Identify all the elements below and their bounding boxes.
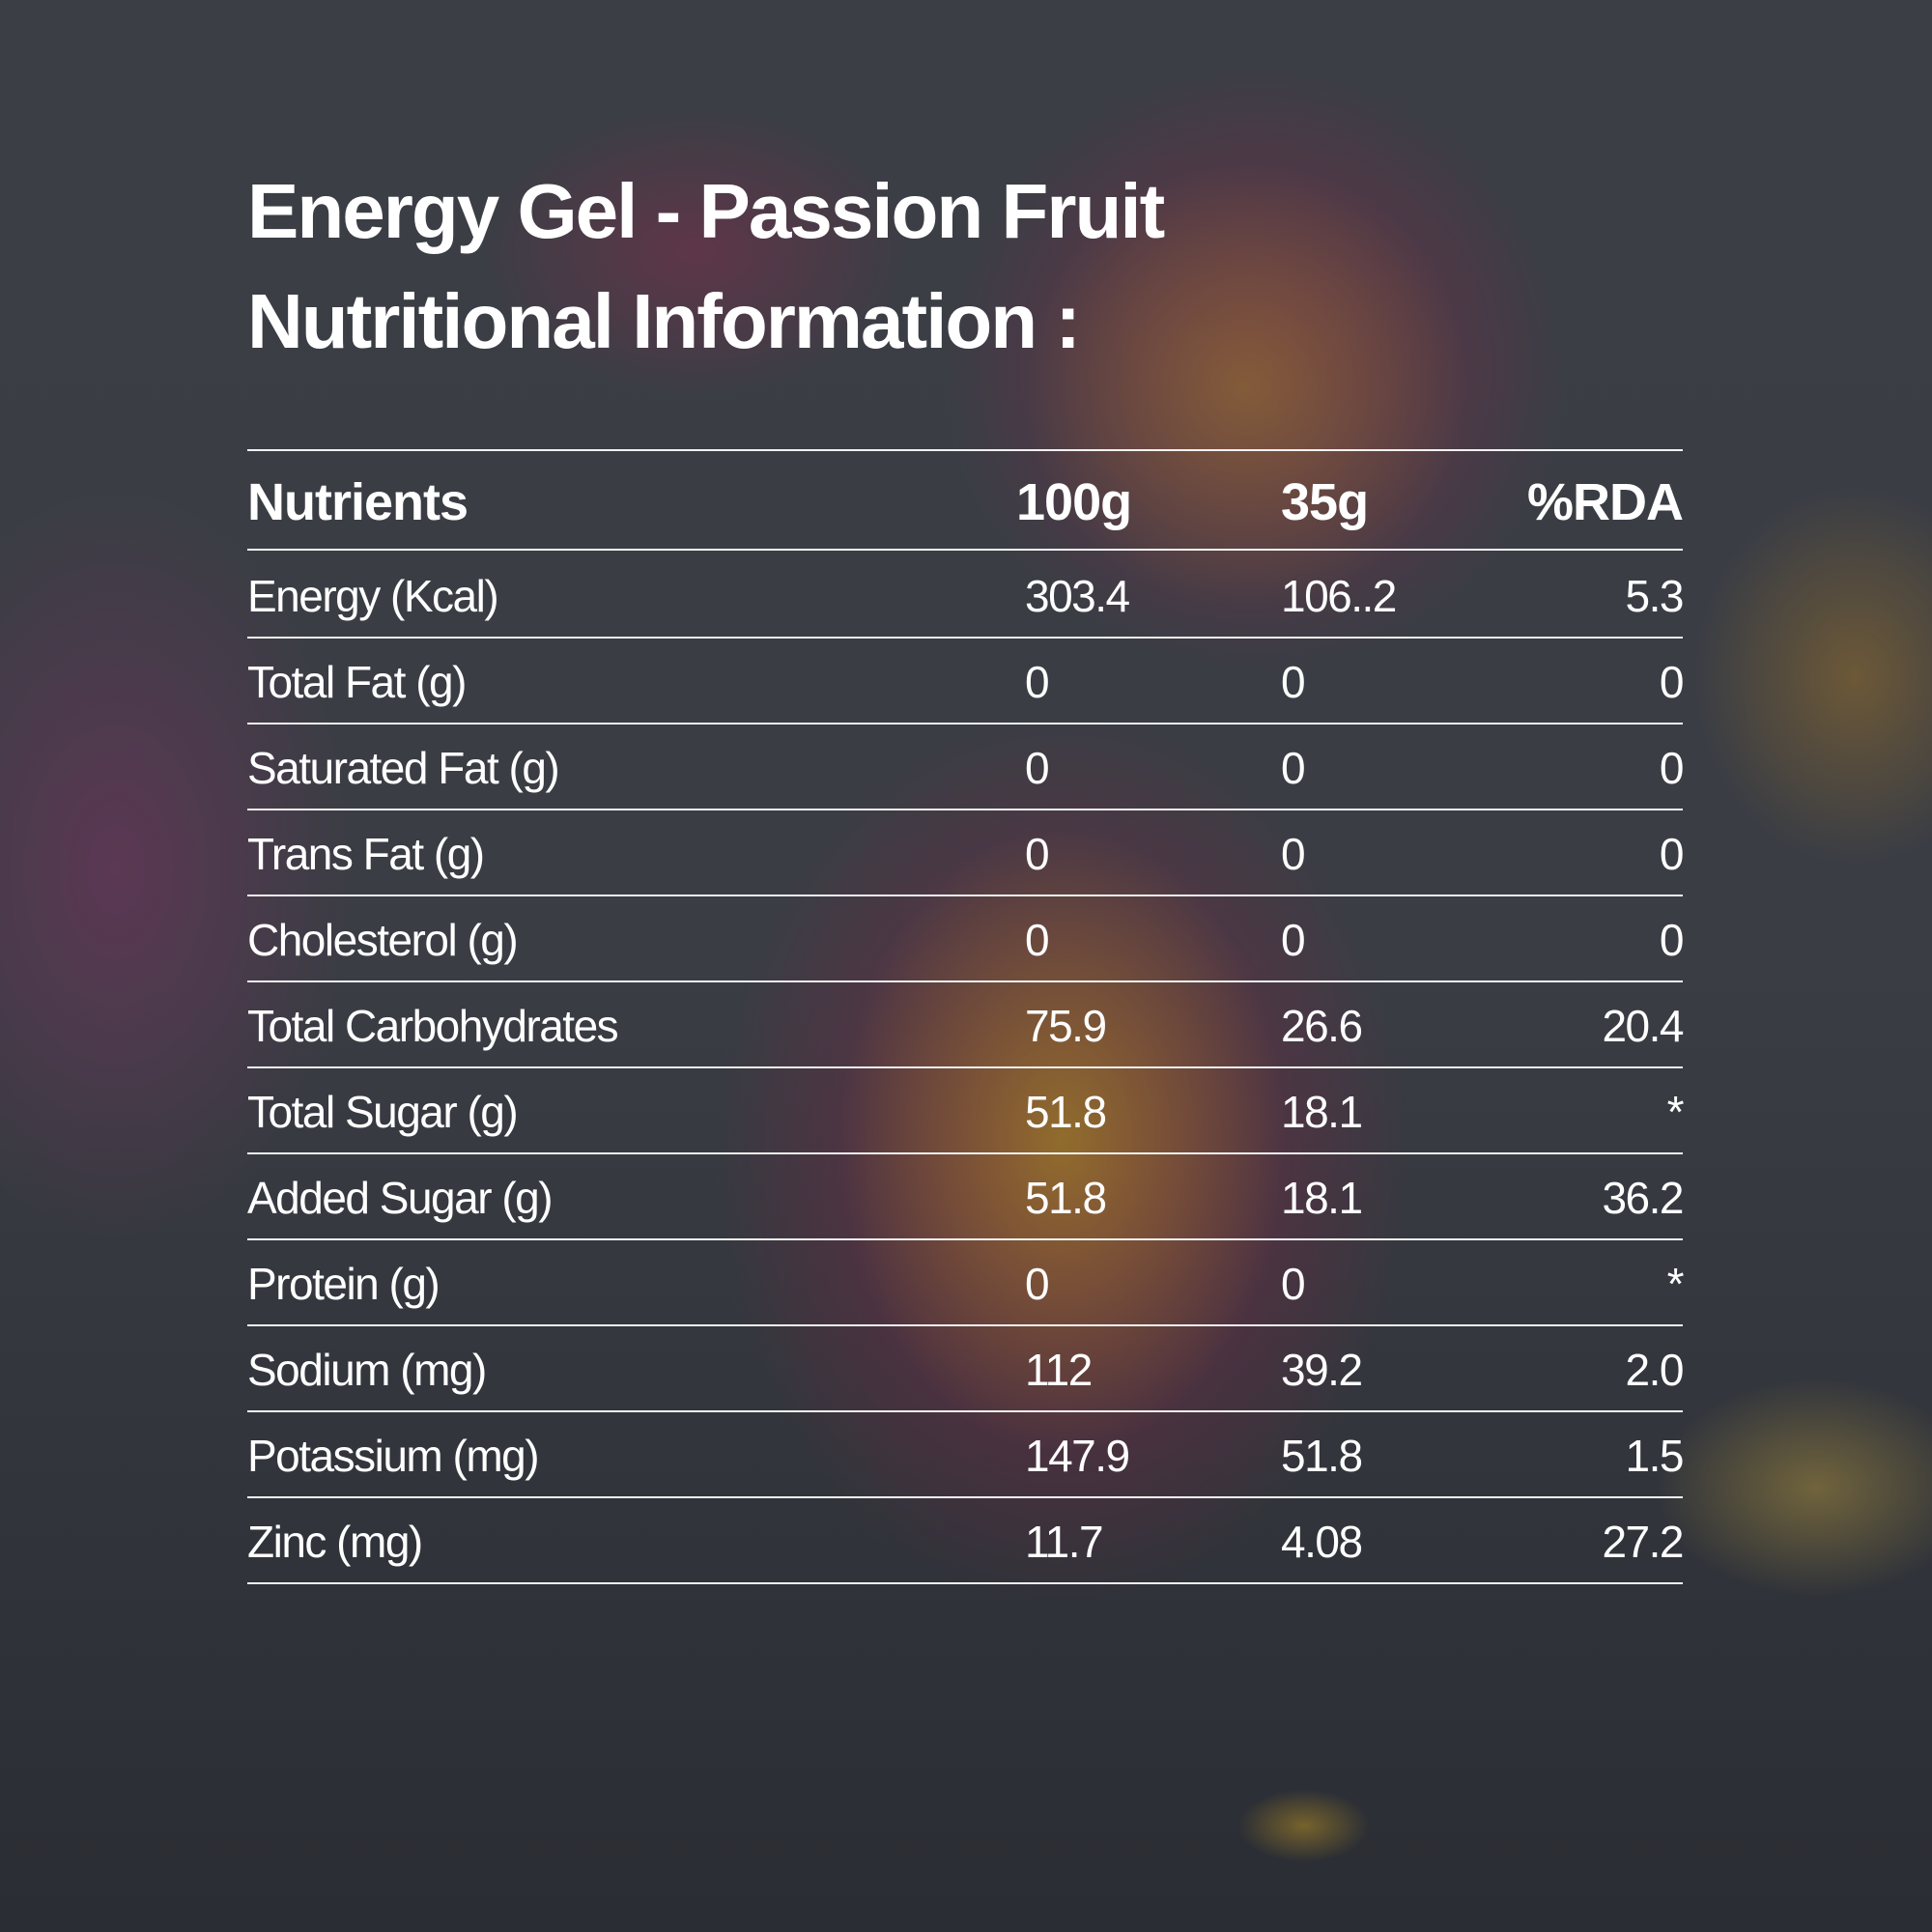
nutrient-name: Cholesterol (g) [247, 914, 519, 965]
nutrient-name: Potassium (mg) [247, 1430, 540, 1481]
nutrient-name: Saturated Fat (g) [247, 742, 560, 793]
value-35g: 0 [1281, 1258, 1306, 1309]
table-row: Energy (Kcal) 303.4 106..2 5.3 [247, 553, 1685, 639]
value-100g: 51.8 [1025, 1172, 1107, 1223]
row-divider [247, 637, 1683, 639]
nutrient-name: Energy (Kcal) [247, 570, 499, 621]
value-100g: 0 [1025, 656, 1050, 707]
value-100g: 147.9 [1025, 1430, 1130, 1481]
row-divider [247, 1152, 1683, 1154]
value-100g: 0 [1025, 1258, 1050, 1309]
nutrient-name: Total Sugar (g) [247, 1086, 519, 1137]
row-divider [247, 723, 1683, 724]
value-100g: 0 [1025, 828, 1050, 879]
row-divider [247, 1324, 1683, 1326]
value-100g: 11.7 [1025, 1516, 1104, 1567]
value-35g: 39.2 [1281, 1344, 1363, 1395]
row-divider [247, 895, 1683, 896]
page-title: Energy Gel - Passion Fruit Nutritional I… [247, 156, 1165, 377]
header-rule [247, 549, 1683, 551]
row-divider [247, 980, 1683, 982]
value-35g: 0 [1281, 656, 1306, 707]
header-100g: 100g [1016, 472, 1132, 531]
value-rda: 0 [1659, 742, 1685, 793]
nutrient-name: Zinc (mg) [247, 1516, 423, 1567]
table-row: Sodium (mg) 112 39.2 2.0 [247, 1326, 1685, 1412]
row-divider [247, 1238, 1683, 1240]
value-rda: * [1666, 1258, 1685, 1309]
value-100g: 0 [1025, 742, 1050, 793]
value-35g: 0 [1281, 828, 1306, 879]
value-rda: * [1666, 1086, 1685, 1137]
row-divider [247, 809, 1683, 810]
header-nutrients: Nutrients [247, 472, 469, 531]
header-rda: %RDA [1526, 472, 1684, 531]
value-rda: 0 [1659, 914, 1685, 965]
value-rda: 20.4 [1602, 1000, 1684, 1051]
row-divider [247, 1066, 1683, 1068]
table-row: Added Sugar (g) 51.8 18.1 36.2 [247, 1154, 1684, 1240]
nutrient-name: Total Carbohydrates [247, 1000, 619, 1051]
value-35g: 18.1 [1281, 1172, 1363, 1223]
value-rda: 1.5 [1625, 1430, 1685, 1481]
table-row: Zinc (mg) 11.7 4.08 27.2 [247, 1498, 1684, 1584]
value-35g: 26.6 [1281, 1000, 1363, 1051]
nutrient-name: Added Sugar (g) [247, 1172, 554, 1223]
value-35g: 18.1 [1281, 1086, 1363, 1137]
table-row: Total Fat (g) 0 0 0 [247, 639, 1685, 724]
value-rda: 5.3 [1625, 570, 1685, 621]
value-35g: 0 [1281, 914, 1306, 965]
value-rda: 0 [1659, 656, 1685, 707]
table-row: Cholesterol (g) 0 0 0 [247, 896, 1685, 982]
value-100g: 51.8 [1025, 1086, 1107, 1137]
table-top-rule [247, 449, 1683, 451]
nutrient-name: Sodium (mg) [247, 1344, 487, 1395]
table-row: Trans Fat (g) 0 0 0 [247, 810, 1685, 896]
value-rda: 27.2 [1602, 1516, 1684, 1567]
nutrient-name: Trans Fat (g) [247, 828, 485, 879]
row-divider [247, 1582, 1683, 1584]
table-row: Potassium (mg) 147.9 51.8 1.5 [247, 1412, 1685, 1498]
table-row: Saturated Fat (g) 0 0 0 [247, 724, 1685, 810]
value-35g: 51.8 [1281, 1430, 1363, 1481]
row-divider [247, 1410, 1683, 1412]
value-rda: 0 [1659, 828, 1685, 879]
value-100g: 75.9 [1025, 1000, 1107, 1051]
value-100g: 303.4 [1025, 570, 1130, 621]
table-row: Total Sugar (g) 51.8 18.1 * [247, 1068, 1685, 1154]
nutrient-name: Total Fat (g) [247, 656, 467, 707]
table-header: Nutrients 100g 35g %RDA [247, 459, 1684, 545]
value-35g: 106..2 [1281, 570, 1397, 621]
nutrient-name: Protein (g) [247, 1258, 440, 1309]
value-rda: 36.2 [1602, 1172, 1684, 1223]
value-35g: 4.08 [1281, 1516, 1363, 1567]
value-35g: 0 [1281, 742, 1306, 793]
row-divider [247, 1496, 1683, 1498]
title-line-1: Energy Gel - Passion Fruit [247, 168, 1165, 254]
header-35g: 35g [1281, 472, 1369, 531]
value-100g: 112 [1025, 1344, 1093, 1395]
table-row: Total Carbohydrates 75.9 26.6 20.4 [247, 982, 1684, 1068]
value-100g: 0 [1025, 914, 1050, 965]
value-rda: 2.0 [1625, 1344, 1685, 1395]
title-line-2: Nutritional Information : [247, 278, 1081, 364]
table-row: Protein (g) 0 0 * [247, 1240, 1685, 1326]
